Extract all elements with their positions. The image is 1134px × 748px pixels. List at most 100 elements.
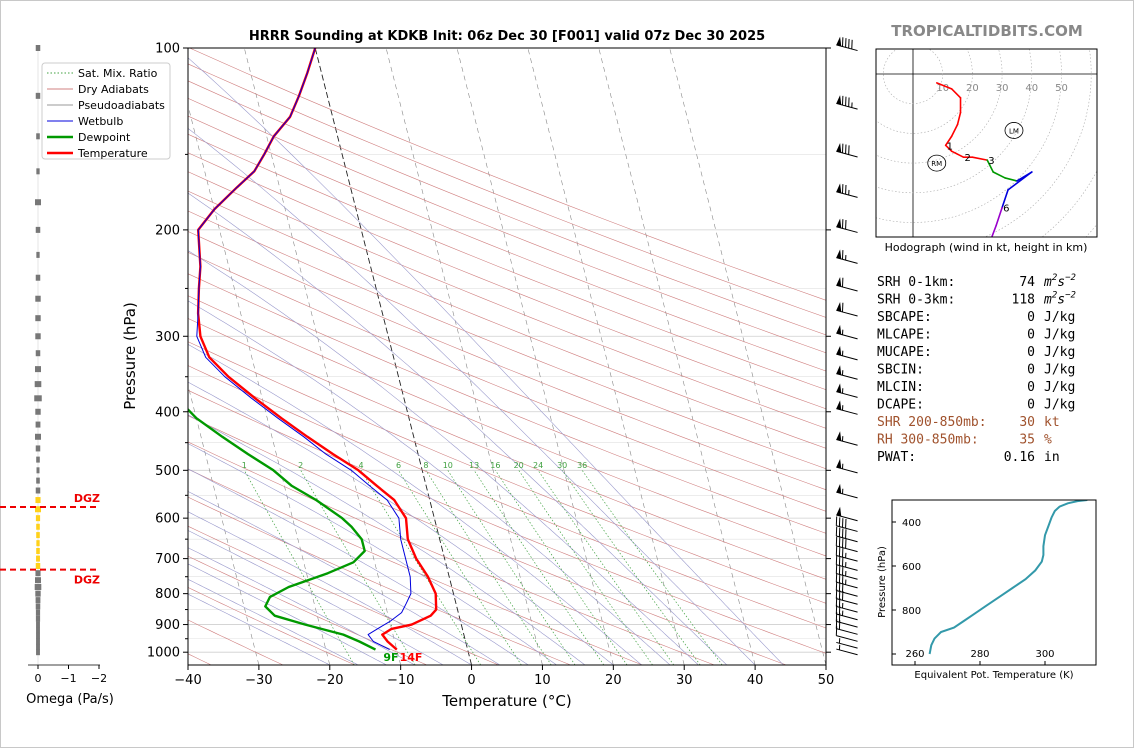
dry-adiabat <box>188 441 715 665</box>
isotherm <box>456 48 614 665</box>
hodograph-ring-label: 50 <box>1055 83 1068 94</box>
skewt-x-tick-label: 40 <box>747 673 764 688</box>
dry-adiabat <box>189 48 826 301</box>
barb-flag <box>836 458 842 469</box>
pseudoadiabat <box>188 530 444 665</box>
omega-x-tick-label: −1 <box>60 672 76 685</box>
wind-barb <box>836 506 858 522</box>
omega-bar <box>36 523 40 530</box>
index-value: 0 <box>1027 398 1035 413</box>
index-unit: % <box>1044 433 1052 448</box>
mixing-ratio-label: 16 <box>490 461 500 470</box>
barb-staff <box>836 628 858 635</box>
mixing-ratio-label: 2 <box>298 461 303 470</box>
hodograph-ring <box>876 49 973 134</box>
omega-bar <box>35 487 41 494</box>
barb-flag <box>836 431 842 441</box>
index-unit: J/kg <box>1044 363 1075 378</box>
dry-adiabat <box>188 152 826 410</box>
barb-flag <box>836 400 842 410</box>
omega-bar <box>36 638 40 645</box>
pseudoadiabat <box>188 563 387 665</box>
dry-adiabat <box>188 251 826 512</box>
pseudoadiabat <box>188 57 784 665</box>
wind-barb <box>836 458 858 474</box>
skewt-y-tick-label: 900 <box>155 618 180 633</box>
omega-bar <box>36 477 40 484</box>
mixing-ratio-line <box>495 470 628 665</box>
dry-adiabat <box>188 587 356 665</box>
wind-barb <box>836 302 858 317</box>
pseudoadiabat <box>188 511 472 665</box>
skewt-y-tick-label: 800 <box>155 587 180 602</box>
legend-entry: Temperature <box>77 147 148 160</box>
legend-entry: Pseudoadiabats <box>78 99 165 112</box>
hodograph-segment <box>944 135 953 147</box>
omega-x-tick-label: −2 <box>91 672 107 685</box>
omega-bar <box>35 45 41 51</box>
omega-bar <box>36 627 40 634</box>
index-value: 0 <box>1027 328 1035 343</box>
wind-barbs <box>835 36 858 656</box>
dry-adiabat <box>188 468 643 665</box>
skewt-x-tick-label: −10 <box>387 673 414 688</box>
hodograph-ring <box>876 49 1003 164</box>
omega-bar <box>35 609 41 616</box>
pseudoadiabat <box>188 468 529 665</box>
isotherm <box>385 48 543 665</box>
index-value: 35 <box>1019 433 1035 448</box>
barb-flag <box>836 506 842 517</box>
barb-staff <box>836 525 858 532</box>
index-value: 0 <box>1027 363 1035 378</box>
legend-entry: Dewpoint <box>78 131 131 144</box>
omega-bar <box>35 562 41 569</box>
barb-flag <box>836 483 842 494</box>
index-label: SHR 200-850mb: <box>877 415 987 430</box>
mixing-ratio-label: 8 <box>423 461 428 470</box>
dry-adiabat <box>188 171 826 429</box>
hodograph-segment <box>986 159 994 173</box>
barb-flag <box>836 95 842 105</box>
index-value: 0.16 <box>1004 450 1035 465</box>
dry-adiabat <box>188 115 826 372</box>
omega-bar <box>35 421 41 428</box>
skewt-title: HRRR Sounding at KDKB Init: 06z Dec 30 [… <box>249 29 765 44</box>
omega-bar <box>36 133 40 140</box>
skewt-x-tick-label: 30 <box>676 673 693 688</box>
barb-staff <box>836 545 858 553</box>
thetae-ylabel: Pressure (hPa) <box>877 546 888 618</box>
legend-entry: Sat. Mix. Ratio <box>78 67 158 80</box>
omega-bar <box>36 467 40 474</box>
omega-bar <box>36 555 40 562</box>
index-unit: J/kg <box>1044 310 1075 325</box>
storm-motion-label: LM <box>1009 127 1019 135</box>
omega-bar <box>35 199 41 206</box>
wind-barb <box>836 638 858 649</box>
index-label: RH 300-850mb: <box>877 433 979 448</box>
thetae-xlabel: Equivalent Pot. Temperature (K) <box>914 670 1073 681</box>
mixing-ratio-line <box>581 470 723 665</box>
barb-flag <box>836 276 842 287</box>
barb-flag <box>836 302 842 312</box>
skewt-y-tick-label: 200 <box>155 223 180 238</box>
index-label: MLCAPE: <box>877 328 932 343</box>
hodograph-ring-label: 20 <box>966 83 979 94</box>
wind-barb <box>836 276 858 292</box>
pseudoadiabat <box>188 491 501 665</box>
dry-adiabat <box>188 273 826 534</box>
wind-barb <box>836 36 858 52</box>
hodograph-height-label: 1 <box>947 141 953 152</box>
barb-flag <box>836 345 842 356</box>
index-unit: m2s−2 <box>1043 291 1076 308</box>
pseudoadiabat <box>188 250 699 665</box>
omega-bar <box>35 295 41 302</box>
omega-bar <box>35 506 41 513</box>
skewt-x-tick-label: 20 <box>605 673 622 688</box>
hodograph-ring <box>1085 223 1097 237</box>
hodograph-segment <box>956 153 965 158</box>
mixing-ratio-line <box>243 470 355 665</box>
omega-x-ticks: 0 −1 −2 <box>28 664 107 685</box>
omega-bar <box>36 456 40 463</box>
omega-bar <box>35 350 41 357</box>
